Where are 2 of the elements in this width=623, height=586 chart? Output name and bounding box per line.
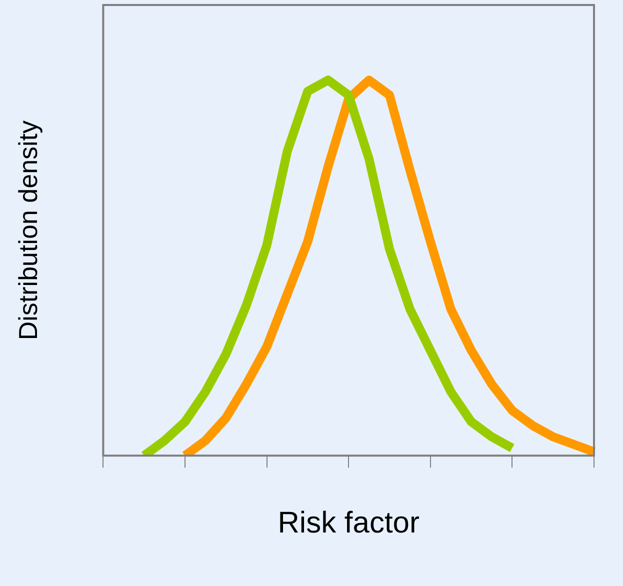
x-axis-title: Risk factor: [278, 506, 420, 540]
y-axis-title: Distribution density: [12, 120, 43, 340]
